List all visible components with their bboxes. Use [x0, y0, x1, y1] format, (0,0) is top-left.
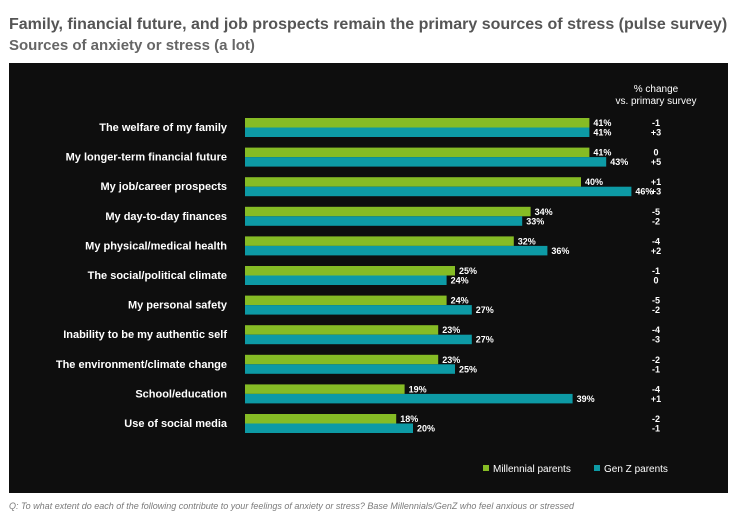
- change-value: -2: [652, 305, 660, 315]
- legend-label: Millennial parents: [493, 464, 571, 475]
- bar-millennial: [245, 147, 590, 158]
- legend-label: Gen Z parents: [604, 464, 668, 475]
- bar-genz: [245, 186, 632, 197]
- change-value: +2: [651, 246, 661, 256]
- bar-millennial: [245, 295, 447, 306]
- chart-subtitle: Sources of anxiety or stress (a lot): [9, 37, 255, 54]
- data-label: 27%: [476, 335, 494, 345]
- change-value: -1: [652, 364, 660, 374]
- data-label: 23%: [442, 325, 460, 335]
- data-label: 24%: [451, 296, 469, 306]
- category-label: My personal safety: [128, 300, 228, 312]
- change-value: -4: [652, 325, 660, 335]
- chart-panel: % change vs. primary survey The welfare …: [9, 63, 728, 493]
- change-value: -1: [652, 118, 660, 128]
- footnote: Q: To what extent do each of the followi…: [9, 501, 574, 511]
- data-label: 24%: [451, 276, 469, 286]
- data-label: 34%: [535, 207, 553, 217]
- change-value: +1: [651, 177, 661, 187]
- bar-millennial: [245, 414, 397, 424]
- data-label: 25%: [459, 266, 477, 276]
- bar-genz: [245, 127, 590, 137]
- bar-genz: [245, 334, 472, 345]
- chart-title: Family, financial future, and job prospe…: [9, 16, 728, 33]
- legend-swatch: [483, 465, 489, 471]
- category-label: My day-to-day finances: [105, 211, 227, 223]
- change-header-line1: % change: [634, 84, 679, 95]
- chart-rows: The welfare of my family 41% -1 41% +3 My lon…: [56, 118, 661, 434]
- bar-genz: [245, 364, 455, 374]
- change-value: -5: [652, 296, 660, 306]
- category-label: Use of social media: [124, 418, 228, 430]
- data-label: 46%: [635, 187, 653, 197]
- data-label: 43%: [610, 157, 628, 167]
- category-label: The environment/climate change: [56, 359, 227, 371]
- category-label: The social/political climate: [88, 270, 227, 282]
- change-value: +1: [651, 394, 661, 404]
- bar-millennial: [245, 177, 581, 187]
- legend-swatch: [594, 465, 600, 471]
- data-label: 25%: [459, 364, 477, 374]
- data-label: 33%: [526, 216, 544, 226]
- change-header-line2: vs. primary survey: [615, 96, 696, 107]
- bar-genz: [245, 275, 447, 285]
- bar-genz: [245, 423, 413, 433]
- change-value: -5: [652, 207, 660, 217]
- change-value: +5: [651, 157, 661, 167]
- data-label: 23%: [442, 355, 460, 365]
- data-label: 39%: [577, 394, 595, 404]
- category-label: Inability to be my authentic self: [63, 329, 227, 341]
- data-label: 27%: [476, 305, 494, 315]
- change-value: 0: [653, 148, 658, 158]
- data-label: 41%: [593, 128, 611, 138]
- bar-millennial: [245, 206, 531, 217]
- change-value: -2: [652, 355, 660, 365]
- data-label: 41%: [593, 148, 611, 158]
- change-value: -4: [652, 236, 660, 246]
- change-value: +3: [651, 128, 661, 138]
- bar-genz: [245, 305, 472, 315]
- category-label: My longer-term financial future: [66, 152, 227, 164]
- bar-genz: [245, 245, 548, 256]
- change-value: -1: [652, 266, 660, 276]
- category-label: School/education: [135, 388, 227, 400]
- data-label: 40%: [585, 177, 603, 187]
- bar-millennial: [245, 354, 439, 365]
- data-label: 32%: [518, 236, 536, 246]
- bar-millennial: [245, 236, 514, 246]
- data-label: 41%: [593, 118, 611, 128]
- bar-genz: [245, 216, 523, 226]
- change-value: -1: [652, 424, 660, 434]
- category-label: My physical/medical health: [85, 240, 227, 252]
- data-label: 20%: [417, 424, 435, 434]
- bar-genz: [245, 157, 607, 167]
- bar-millennial: [245, 266, 455, 276]
- change-value: -2: [652, 414, 660, 424]
- data-label: 19%: [409, 384, 427, 394]
- bar-chart: % change vs. primary survey The welfare …: [56, 84, 697, 475]
- change-value: -3: [652, 335, 660, 345]
- data-label: 18%: [400, 414, 418, 424]
- category-label: My job/career prospects: [100, 181, 227, 193]
- bar-millennial: [245, 325, 439, 335]
- change-value: 0: [653, 276, 658, 286]
- change-value: -4: [652, 384, 660, 394]
- change-value: -2: [652, 216, 660, 226]
- change-value: +3: [651, 187, 661, 197]
- chart-legend: Millennial parents Gen Z parents: [483, 464, 668, 475]
- bar-millennial: [245, 384, 405, 394]
- bar-millennial: [245, 118, 590, 128]
- data-label: 36%: [551, 246, 569, 256]
- bar-genz: [245, 393, 573, 404]
- category-label: The welfare of my family: [99, 122, 228, 134]
